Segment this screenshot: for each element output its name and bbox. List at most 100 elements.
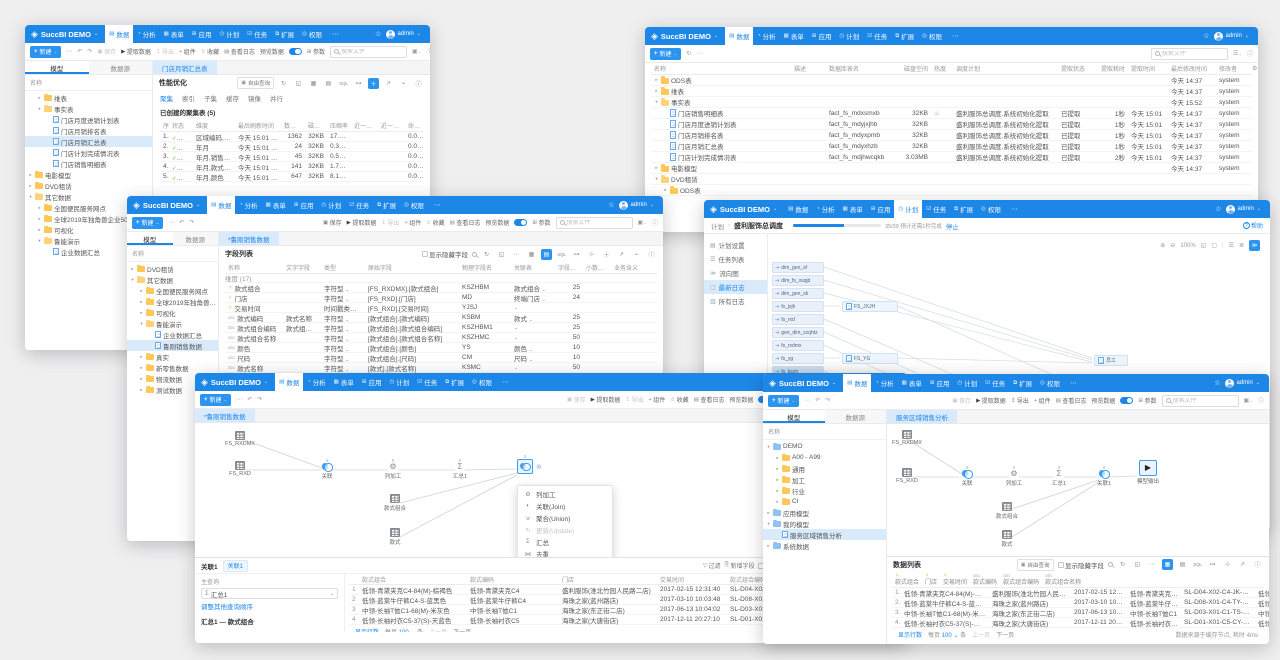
tree-caret[interactable]: ▸ <box>767 542 770 548</box>
nav-tab[interactable]: ⧉ 扩展 <box>373 196 400 214</box>
relation-select[interactable]: ⌄ <box>514 365 518 370</box>
relation-select[interactable]: ⌄ <box>514 325 518 330</box>
extract-data-button[interactable]: ▶ 提取数据 <box>976 397 1006 406</box>
layout-icon[interactable]: ▣⌄ <box>1243 398 1253 404</box>
sql-view-icon[interactable]: SQL <box>557 251 566 257</box>
clean-icon[interactable]: ⌁ <box>634 251 639 258</box>
info-icon[interactable]: ⓘ <box>648 252 655 259</box>
tab-model[interactable]: 模型 <box>763 410 825 423</box>
info-icon[interactable]: ⓘ <box>426 50 430 56</box>
nav-tab[interactable]: ◷ 计划 <box>835 27 863 45</box>
brand-title[interactable]: SuccBI DEMO <box>210 377 261 387</box>
target-table-node[interactable]: FS_YG <box>842 353 898 364</box>
table-row[interactable]: ▸ 维表 今天 14:37 system <box>651 86 1252 97</box>
next-page-button[interactable]: 下一页 <box>453 627 471 633</box>
doc-tab[interactable]: *鲁刚销售数据 <box>219 232 279 245</box>
perf-subtab[interactable]: 并行 <box>270 95 283 103</box>
component-button[interactable]: + 组件 <box>1033 397 1051 406</box>
nav-tab[interactable]: ⧉ 扩展 <box>271 25 298 43</box>
search-icon[interactable] <box>472 251 477 257</box>
tree-item[interactable]: 门店销售明细表 <box>25 158 152 169</box>
tab-datasource[interactable]: 数据源 <box>824 410 886 423</box>
tree-item[interactable]: ▸ 真实 <box>127 351 218 362</box>
layout-icon[interactable]: ▣⌄ <box>412 49 422 55</box>
target-table-node[interactable]: FS_JXJH <box>842 301 898 312</box>
row-count-link[interactable]: 显示行数 <box>898 632 923 639</box>
info-icon[interactable]: ⓘ <box>651 221 658 227</box>
nav-tab[interactable]: ◷ 计划 <box>317 196 345 214</box>
expand-icon[interactable]: ◱ <box>1134 562 1141 568</box>
chevron-down-icon[interactable]: ⌄ <box>263 379 269 385</box>
context-menu-item[interactable]: Σ 汇总 <box>518 536 612 548</box>
table-row[interactable]: 2 ✓完成 年月 今天 15:01 耗时.. 24 32KB 0.30% 0.0… <box>160 142 426 152</box>
expand-icon[interactable]: ◱ <box>498 251 505 258</box>
context-menu-item[interactable]: ↻ 更新(Update) <box>525 527 575 536</box>
nav-tab[interactable]: ⊞ 应用 <box>358 373 386 391</box>
tree-item[interactable]: ▸ 全球2019年独角兽企业500强 <box>25 213 152 224</box>
tree-item[interactable]: ▸ 全国便民服务网点 <box>127 285 218 296</box>
list-view-icon[interactable]: ▤ <box>325 80 332 87</box>
tree-mode-icon[interactable]: ≣ <box>1238 243 1244 249</box>
tree-item[interactable]: ▸ 维表 <box>25 92 152 103</box>
column-header[interactable]: 款式组合名称 <box>1042 573 1084 586</box>
nav-tab[interactable]: ⧉ 扩展 <box>891 27 918 45</box>
table-node[interactable]: FS_RXDMX <box>885 430 929 446</box>
tree-item[interactable]: 门店月销排名表 <box>25 125 152 136</box>
node-tab[interactable]: 关联1 <box>201 563 218 571</box>
source-table-node[interactable]: dim_gen_sf <box>772 262 824 273</box>
perf-subtab[interactable]: 镜像 <box>248 95 261 103</box>
tree-caret[interactable]: ▾ <box>38 105 41 111</box>
page-size-select[interactable]: 100 ⌄ <box>399 630 416 633</box>
redo-icon[interactable]: ↷ <box>87 49 93 55</box>
brand-title[interactable]: SuccBI DEMO <box>660 31 711 41</box>
nav-tab[interactable]: ◷ 计划 <box>894 200 923 218</box>
zoom-out-icon[interactable]: ⊖ <box>1170 243 1176 249</box>
component-button[interactable]: + 组件 <box>648 396 666 405</box>
add-field-button[interactable]: ⎘ 新增字段 <box>724 562 755 570</box>
tab-model[interactable]: 模型 <box>25 61 89 74</box>
tree-caret[interactable]: ▾ <box>38 237 41 243</box>
table-node[interactable]: 款式 <box>985 530 1029 548</box>
nav-tab[interactable]: ☑ 任务 <box>981 374 1009 392</box>
more-icon[interactable]: ⋯ <box>1149 562 1156 568</box>
nav-tab[interactable]: ◷ 计划 <box>215 25 243 43</box>
column-header[interactable]: 门店 <box>922 573 940 586</box>
tree-caret[interactable]: ▸ <box>131 265 134 271</box>
share-icon[interactable]: ⊹ <box>1224 562 1231 568</box>
table-row[interactable]: 3 中领-长袖T恤C1-68(M)-米灰色 海珠之家(东正街二店) 2017-0… <box>892 608 1269 618</box>
chevron-down-icon[interactable]: ⌄ <box>831 380 837 386</box>
context-menu-item[interactable]: ⊎ 聚合(Union) <box>525 515 571 524</box>
type-select[interactable]: 字符型 ⌄ <box>324 355 350 363</box>
tree-caret[interactable]: ▸ <box>776 487 779 493</box>
new-button[interactable]: + 新建 ⌄ <box>132 216 164 229</box>
favorite-button[interactable]: ☆ 收藏 <box>426 219 445 228</box>
tree-item[interactable]: ▾ 鲁能演示 <box>127 318 218 329</box>
source-table-node[interactable]: fs_jxjh <box>772 301 824 312</box>
type-select[interactable]: 字符型 ⌄ <box>324 365 350 373</box>
tree-caret[interactable]: ▸ <box>38 215 41 221</box>
chevron-down-icon[interactable]: ⌄ <box>93 31 99 37</box>
lineage-icon[interactable]: ⊶ <box>573 251 580 258</box>
tree-caret[interactable]: ▸ <box>38 94 41 100</box>
list-view-icon[interactable]: ▤ <box>541 248 552 260</box>
user-name[interactable]: admin <box>397 31 414 37</box>
nav-tab[interactable]: ▤ 数据 <box>105 25 134 43</box>
more-icon[interactable]: ⋯ <box>168 220 175 226</box>
tree-item[interactable]: ▸ 测试数据 <box>127 384 218 395</box>
new-button[interactable]: + 新建 ⌄ <box>768 394 800 407</box>
chevron-down-icon[interactable]: ⌄ <box>649 202 654 208</box>
summary-node[interactable]: Σ 汇总1 <box>1037 466 1081 487</box>
table-row[interactable]: ▸ 电影模型 今天 14:37 system <box>651 163 1252 174</box>
doc-tab[interactable]: 服务区域销售分析 <box>887 410 957 423</box>
redo-icon[interactable]: ↷ <box>257 397 263 403</box>
tree-item[interactable]: ▸ 全国便民服务网点 <box>25 202 152 213</box>
tree-item[interactable]: ▸ DVD租赁 <box>127 263 218 274</box>
tree-caret[interactable]: ▸ <box>140 364 143 370</box>
tree-caret[interactable]: ▸ <box>767 509 770 515</box>
table-row[interactable]: 2 低领-蓝棠牛仔裤C4-S-蓝黑色 低领-蓝棠牛仔裤C4 海珠之家(蓝州路店)… <box>349 595 903 605</box>
plan-sidebar-item[interactable]: ▥ 所有日志 <box>710 298 745 307</box>
more-icon[interactable]: ⋯ <box>66 49 73 55</box>
nav-tab[interactable]: ⊞ 应用 <box>808 27 836 45</box>
tree-item[interactable]: ▸ A00 - A99 <box>763 452 886 463</box>
table-row[interactable]: 3 ✓完成 年月,销售季节... 今天 15:01 耗时.. 45 32KB 0… <box>160 152 426 162</box>
